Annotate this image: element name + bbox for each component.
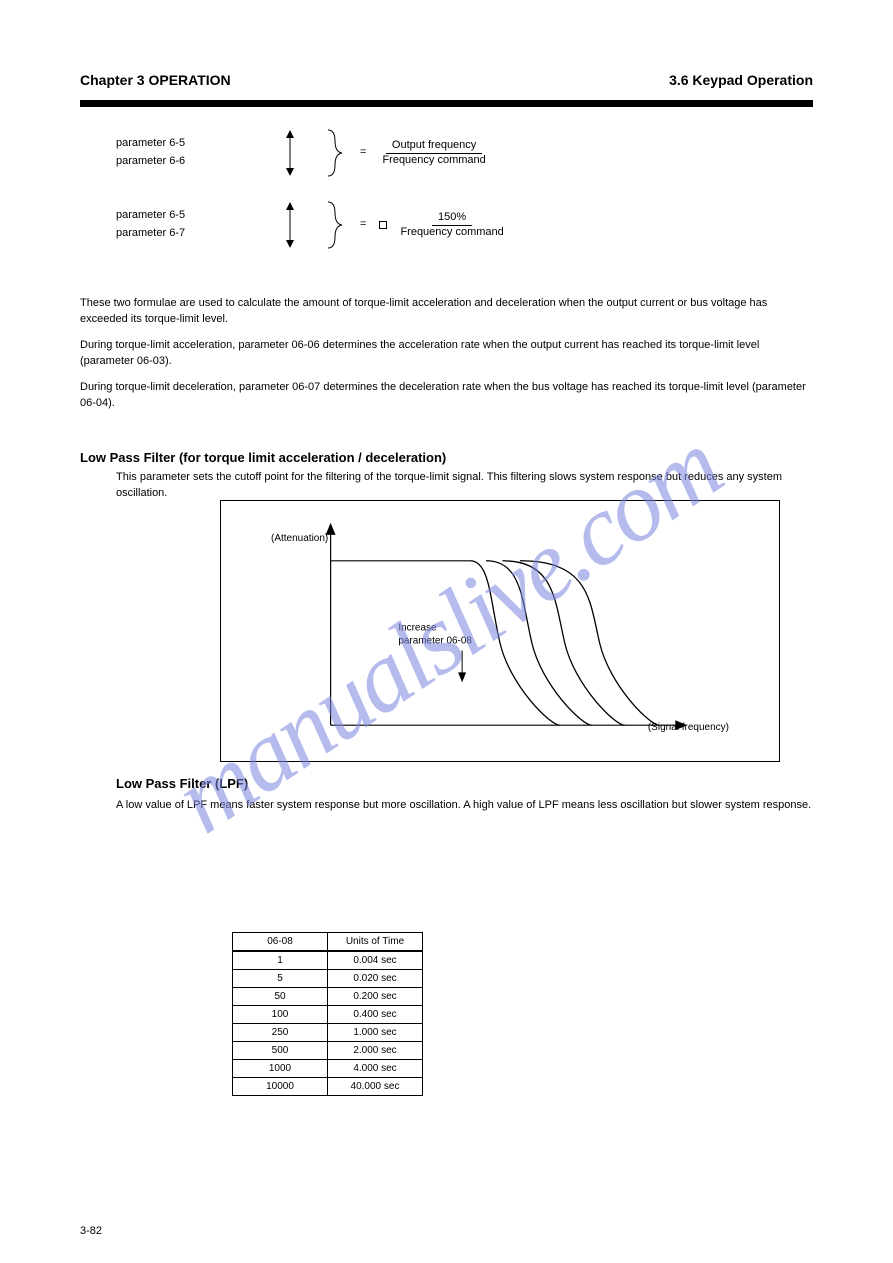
equals-2: =: [350, 218, 376, 232]
lpf-section-title: Low Pass Filter (for torque limit accele…: [80, 450, 446, 465]
table-cell: 0.200 sec: [328, 988, 423, 1006]
updown-arrow-icon: [283, 130, 297, 176]
table-cell: 0.400 sec: [328, 1006, 423, 1024]
curve-note-bot: parameter 06-08: [398, 635, 472, 646]
formulae-p1: These two formulae are used to calculate…: [80, 296, 813, 328]
ratio-left-1: parameter 6-5 parameter 6-6: [80, 137, 260, 169]
ratio1-top: parameter 6-5: [116, 137, 185, 151]
formulae-p3: During torque-limit deceleration, parame…: [80, 380, 813, 412]
ratio-row-1: parameter 6-5 parameter 6-6 = Output fre…: [80, 128, 813, 178]
table-cell: 40.000 sec: [328, 1078, 423, 1096]
header-rule: [80, 100, 813, 107]
lpf-th2: Units of Time: [328, 933, 423, 952]
ratio-left-2: parameter 6-5 parameter 6-7: [80, 209, 260, 241]
lpf-subtitle: Low Pass Filter (LPF): [116, 775, 813, 794]
chart-svg: Increase parameter 06-08: [221, 501, 779, 762]
lpf-section-body: This parameter sets the cutoff point for…: [116, 470, 813, 502]
attenuation-curve: [502, 561, 624, 725]
ratio-row-2: parameter 6-5 parameter 6-7 = 150%: [80, 200, 813, 250]
table-cell: 10000: [233, 1078, 328, 1096]
frac2-num: 150%: [432, 211, 472, 226]
table-cell: 4.000 sec: [328, 1060, 423, 1078]
lpf-table-head: 06-08 Units of Time: [233, 933, 423, 952]
table-cell: 1: [233, 951, 328, 970]
attenuation-curve: [470, 561, 560, 725]
lpf-table: 06-08 Units of Time 10.004 sec50.020 sec…: [232, 932, 423, 1096]
equals-1: =: [350, 146, 376, 160]
lpf-lead: A low value of LPF means faster system r…: [116, 798, 813, 814]
frac1-num: Output frequency: [386, 139, 482, 154]
ratio2-top: parameter 6-5: [116, 209, 185, 223]
table-cell: 1000: [233, 1060, 328, 1078]
fraction-2: 150% Frequency command: [394, 211, 509, 240]
arrow-vertical-2: [260, 202, 320, 248]
section-ref: 3.6 Keypad Operation: [669, 72, 813, 88]
lpf-block: Low Pass Filter (LPF) A low value of LPF…: [116, 775, 813, 820]
arrow-vertical-1: [260, 130, 320, 176]
ratio1-bot: parameter 6-6: [116, 155, 185, 169]
table-row: 5002.000 sec: [233, 1042, 423, 1060]
formulae-paragraphs: These two formulae are used to calculate…: [80, 296, 813, 422]
fraction-1: Output frequency Frequency command: [376, 139, 491, 168]
page-number: 3-82: [80, 1225, 102, 1237]
attenuation-curve: [520, 561, 659, 725]
brace-icon-1: [320, 128, 350, 178]
table-cell: 100: [233, 1006, 328, 1024]
table-cell: 50: [233, 988, 328, 1006]
table-row: 1000040.000 sec: [233, 1078, 423, 1096]
lpf-th1: 06-08: [233, 933, 328, 952]
formulae-p2: During torque-limit acceleration, parame…: [80, 338, 813, 370]
table-row: 500.200 sec: [233, 988, 423, 1006]
frac2-den: Frequency command: [394, 226, 509, 240]
attenuation-curve: [486, 561, 592, 725]
chapter-title: Chapter 3 OPERATION: [80, 72, 231, 88]
table-cell: 0.020 sec: [328, 970, 423, 988]
table-cell: 5: [233, 970, 328, 988]
table-cell: 250: [233, 1024, 328, 1042]
table-row: 2501.000 sec: [233, 1024, 423, 1042]
ratio-block: parameter 6-5 parameter 6-6 = Output fre…: [80, 128, 813, 272]
table-cell: 2.000 sec: [328, 1042, 423, 1060]
table-row: 10.004 sec: [233, 951, 423, 970]
frac1-den: Frequency command: [376, 154, 491, 168]
updown-arrow-icon: [283, 202, 297, 248]
attenuation-chart: (Attenuation) (Signal frequency) Increas…: [220, 500, 780, 762]
curve-note-top: Increase: [398, 623, 437, 634]
table-row: 1000.400 sec: [233, 1006, 423, 1024]
table-cell: 1.000 sec: [328, 1024, 423, 1042]
page-root: Chapter 3 OPERATION 3.6 Keypad Operation…: [0, 0, 893, 1263]
table-cell: 0.004 sec: [328, 951, 423, 970]
table-row: 50.020 sec: [233, 970, 423, 988]
table-cell: 500: [233, 1042, 328, 1060]
square-icon: [376, 221, 390, 229]
table-row: 10004.000 sec: [233, 1060, 423, 1078]
ratio2-bot: parameter 6-7: [116, 227, 185, 241]
brace-icon-2: [320, 200, 350, 250]
